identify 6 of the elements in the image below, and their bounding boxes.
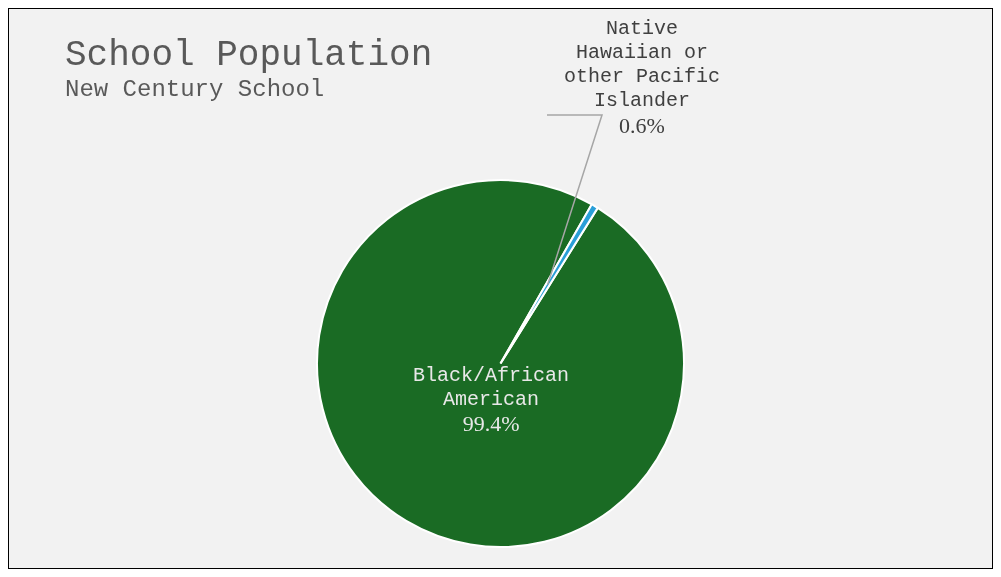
slice-label: Native Hawaiian or other Pacific Islander — [563, 17, 721, 113]
data-label: 99.4% — [462, 411, 520, 437]
text: School Population — [65, 35, 433, 76]
text: New Century School — [65, 76, 326, 103]
data-label: 0.6% — [619, 112, 665, 138]
slice-label: Black/African American — [413, 363, 570, 411]
